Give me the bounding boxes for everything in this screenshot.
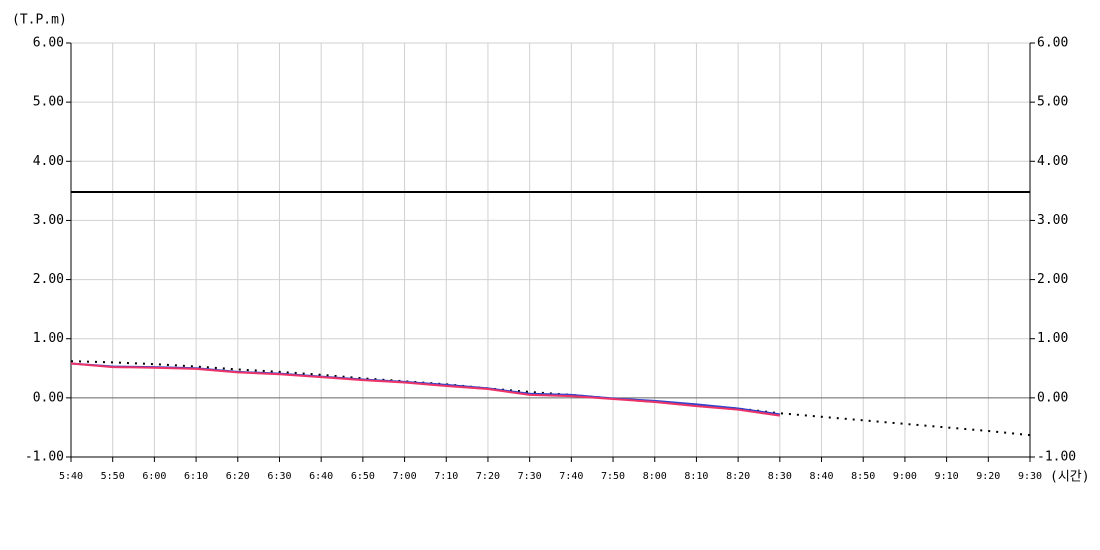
x-tick-label: 6:30 (267, 471, 291, 482)
x-tick-label: 9:30 (1018, 471, 1042, 482)
y-tick-label: 5.00 (33, 95, 64, 110)
x-tick-label: 5:50 (101, 471, 125, 482)
y2-tick-label: 6.00 (1037, 36, 1068, 51)
x-axis-label: (시간) (1050, 470, 1090, 485)
y-tick-label: 3.00 (33, 213, 64, 228)
x-tick-label: 7:10 (434, 471, 458, 482)
x-tick-label: 8:10 (684, 471, 708, 482)
x-tick-label: 8:30 (768, 471, 792, 482)
x-tick-label: 8:50 (851, 471, 875, 482)
y-tick-label: 0.00 (33, 390, 64, 405)
x-tick-label: 7:20 (476, 471, 500, 482)
x-tick-label: 8:20 (726, 471, 750, 482)
x-tick-label: 9:00 (893, 471, 917, 482)
y-tick-label: 1.00 (33, 331, 64, 346)
x-tick-label: 7:30 (518, 471, 542, 482)
y-tick-label: 4.00 (33, 154, 64, 169)
y-tick-label: 2.00 (33, 272, 64, 287)
x-tick-label: 6:40 (309, 471, 333, 482)
x-tick-label: 7:00 (393, 471, 417, 482)
y2-tick-label: 4.00 (1037, 154, 1068, 169)
y2-tick-label: 2.00 (1037, 272, 1068, 287)
x-tick-label: 8:40 (809, 471, 833, 482)
y2-tick-label: 0.00 (1037, 390, 1068, 405)
x-tick-label: 9:20 (976, 471, 1000, 482)
x-tick-label: 6:10 (184, 471, 208, 482)
y-axis-label: (T.P.m) (12, 13, 67, 28)
y-tick-label: -1.00 (25, 450, 64, 465)
x-tick-label: 6:20 (226, 471, 250, 482)
x-tick-label: 5:40 (59, 471, 83, 482)
x-tick-label: 8:00 (643, 471, 667, 482)
series-line (70, 362, 780, 416)
x-tick-label: 9:10 (935, 471, 959, 482)
y2-tick-label: 1.00 (1037, 331, 1068, 346)
x-tick-label: 7:40 (559, 471, 583, 482)
y2-tick-label: -1.00 (1037, 450, 1076, 465)
y2-tick-label: 5.00 (1037, 95, 1068, 110)
x-tick-label: 6:50 (351, 471, 375, 482)
y2-tick-label: 3.00 (1037, 213, 1068, 228)
x-tick-label: 7:50 (601, 471, 625, 482)
y-tick-label: 6.00 (33, 36, 64, 51)
x-tick-label: 6:00 (142, 471, 166, 482)
series-line (70, 362, 780, 417)
